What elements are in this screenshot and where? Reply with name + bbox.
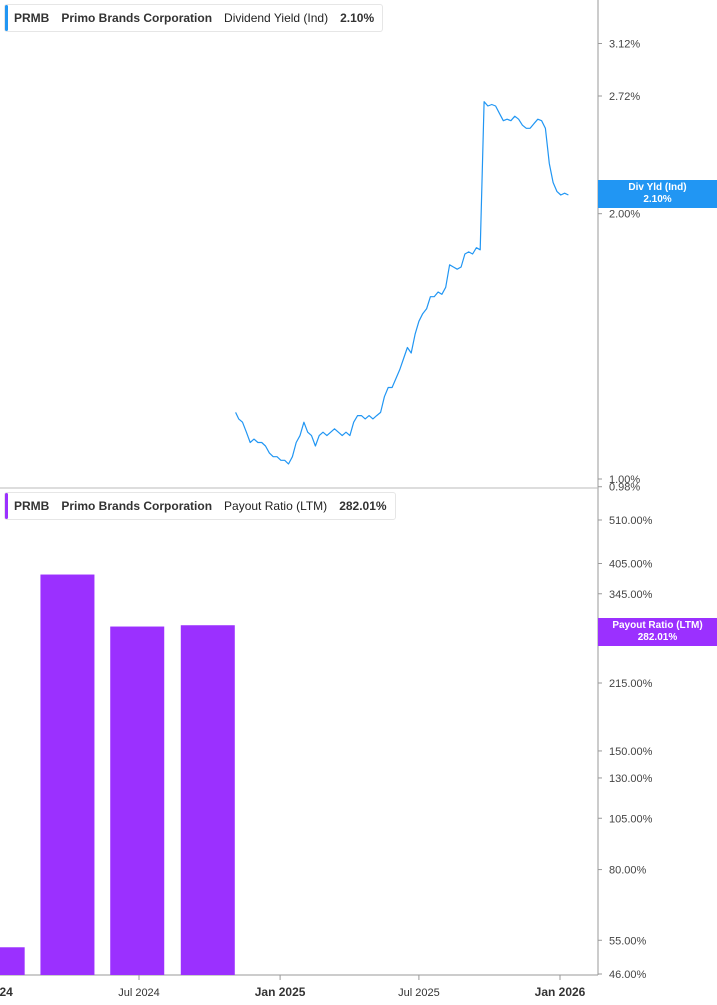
x-tick-label: Jan 2026: [535, 985, 586, 999]
y-tick-label: 510.00%: [609, 515, 653, 527]
series-color-swatch: [5, 5, 8, 31]
tag-label: Payout Ratio (LTM): [612, 620, 703, 631]
y-tick-label: 345.00%: [609, 589, 653, 601]
legend-value: 2.10%: [340, 11, 375, 25]
axes: [0, 0, 599, 976]
y-tick-label: 405.00%: [609, 559, 653, 571]
legend-company: Primo Brands Corporation: [61, 499, 213, 513]
x-tick-label: Jul 2025: [398, 987, 440, 999]
y-tick-layer: 3.12% 2.72% 2.00% 1.00%0.98% 510.00% 405.00% 3…: [598, 38, 653, 981]
dividend-yield-line-layer: [235, 101, 569, 465]
legend-ticker: PRMB: [14, 499, 50, 513]
x-tick-layer: 2024 Jul 2024 Jan 2025 Jul 2025 Jan 2026: [0, 975, 586, 999]
legend-ticker: PRMB: [14, 11, 50, 25]
y-tick-label: 80.00%: [609, 865, 647, 877]
legend-dividend-yield[interactable]: PRMB Primo Brands Corporation Dividend Y…: [4, 4, 384, 32]
payout-ratio-bar: [40, 574, 95, 975]
legend-metric: Dividend Yield (Ind): [224, 11, 329, 25]
x-tick-label: Jul 2024: [118, 987, 160, 999]
legend-payout-ratio[interactable]: PRMB Primo Brands Corporation Payout Rat…: [4, 492, 396, 520]
payout-ratio-bar: [0, 947, 25, 975]
y-tick-label: 215.00%: [609, 678, 653, 690]
tag-value: 282.01%: [637, 632, 678, 643]
y-tick-label: 150.00%: [609, 746, 653, 758]
y-tick-label: 130.00%: [609, 773, 653, 785]
x-tick-label: Jan 2025: [255, 985, 306, 999]
payout-ratio-bar: [180, 625, 235, 975]
legend-company: Primo Brands Corporation: [61, 11, 213, 25]
y-tick-label: 55.00%: [609, 935, 647, 947]
y-tick-label: 2.72%: [609, 91, 640, 103]
y-tick-label: 105.00%: [609, 813, 653, 825]
tag-label: Div Yld (Ind): [628, 182, 687, 193]
legend-metric: Payout Ratio (LTM): [224, 499, 328, 513]
current-value-tag-dividend-yield: Div Yld (Ind) 2.10%: [598, 180, 717, 208]
y-tick-label: 2.00%: [609, 209, 640, 221]
payout-ratio-bar: [110, 626, 165, 975]
dividend-yield-series-line: [235, 101, 569, 465]
y-tick-label: 3.12%: [609, 38, 640, 50]
payout-ratio-bar-layer: [0, 574, 235, 975]
x-tick-label: 2024: [0, 985, 13, 999]
legend-value: 282.01%: [339, 499, 387, 513]
current-value-tag-payout-ratio: Payout Ratio (LTM) 282.01%: [598, 618, 717, 646]
y-tick-label: 1.00%: [609, 474, 640, 486]
y-tick-label: 0.98%: [609, 482, 640, 494]
tag-value: 2.10%: [643, 194, 672, 205]
y-tick-label: 46.00%: [609, 969, 647, 981]
series-color-swatch: [5, 493, 8, 519]
